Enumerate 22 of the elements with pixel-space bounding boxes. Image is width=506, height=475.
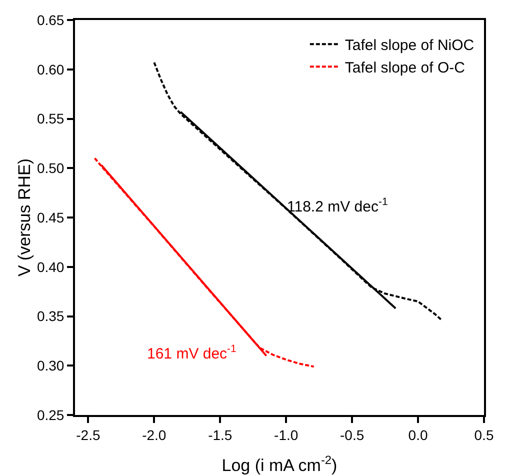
y-tick-label: 0.60 — [36, 61, 64, 78]
y-tick-label: 0.25 — [36, 406, 64, 423]
annotation: 161 mV dec$^{-1}$ — [147, 343, 237, 362]
y-tick-label: 0.30 — [36, 358, 64, 374]
x-tick-label: -2.0 — [142, 426, 166, 443]
legend-label: Tafel slope of NiOC — [344, 37, 474, 54]
y-axis-title: V (versus RHE) — [15, 158, 34, 277]
x-tick-label: -1.0 — [274, 426, 298, 443]
annotation: 118.2 mV dec$^{-1}$ — [287, 196, 388, 216]
y-tick-label: 0.35 — [36, 308, 64, 324]
y-tick-label: 0.50 — [36, 160, 64, 176]
x-tick-label: -0.5 — [340, 426, 364, 443]
y-tick-label: 0.45 — [36, 209, 64, 226]
x-tick-label: -1.5 — [208, 426, 232, 443]
y-tick-label: 0.40 — [36, 258, 64, 275]
legend-label: Tafel slope of O-C — [344, 60, 466, 76]
y-tick-label: 0.65 — [36, 12, 64, 28]
x-tick-label: 0.5 — [474, 426, 494, 443]
x-tick-label: -2.5 — [76, 426, 100, 443]
x-axis-title: Log (i mA cm$^{-2}$) — [222, 452, 338, 475]
y-tick-label: 0.55 — [36, 110, 64, 127]
x-tick-label: 0.0 — [408, 426, 428, 443]
